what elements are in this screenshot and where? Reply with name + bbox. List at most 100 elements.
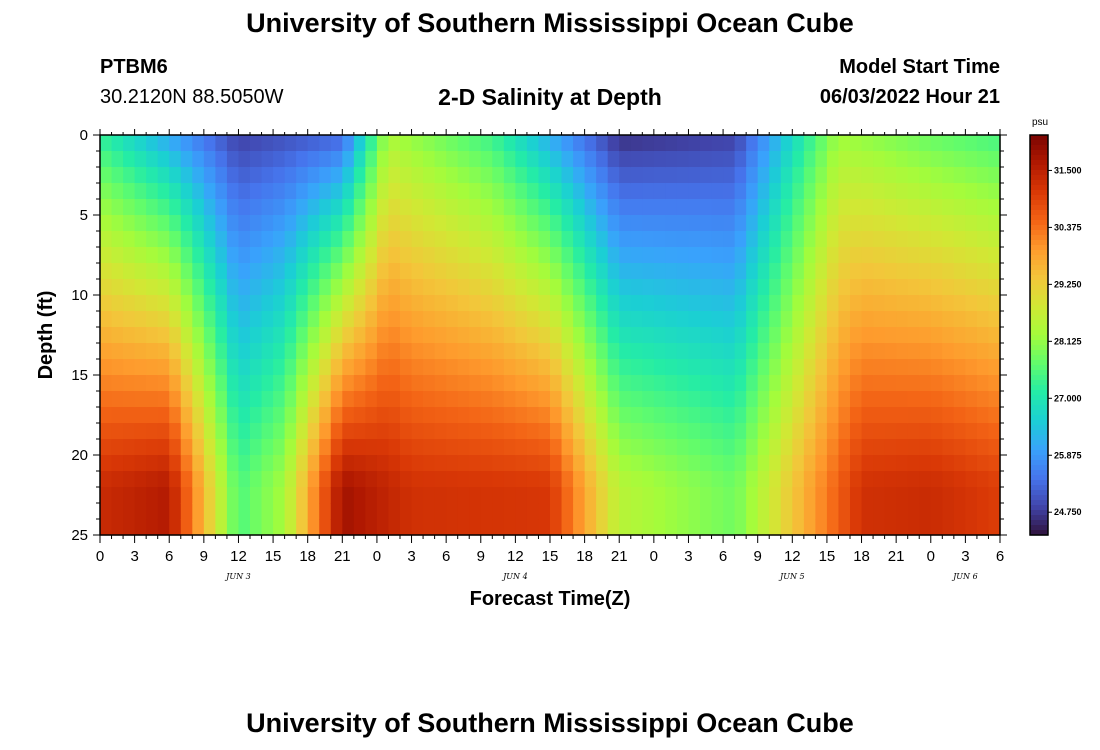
heat-cell [873,151,886,168]
heat-cell [307,279,320,296]
heat-cell [838,327,851,344]
heat-cell [873,391,886,408]
heat-cell [676,327,690,344]
heat-cell [884,519,897,536]
heat-cell [100,311,113,328]
heat-cell [226,503,240,520]
heat-cell [826,327,840,344]
heat-cell [457,375,470,392]
heat-cell [665,231,678,248]
heat-cell [376,151,390,168]
heat-cell [388,135,401,152]
heat-cell [803,455,816,472]
heat-cell [111,519,124,536]
x-tick-label: 12 [230,548,247,565]
heat-cell [515,519,528,536]
heat-cell [353,199,366,216]
heat-cell [942,199,955,216]
heat-cell [457,487,470,504]
heat-cell [815,423,828,440]
heat-cell [676,487,690,504]
heat-cell [700,407,713,424]
heat-cell [100,503,113,520]
colorbar-tick-label: 25.875 [1054,450,1082,460]
colorbar-segment [1030,315,1048,321]
heat-cell [330,455,343,472]
heat-cell [492,455,505,472]
heat-cell [123,391,136,408]
heat-cell [896,311,909,328]
heat-cell [815,183,828,200]
heat-cell [169,263,182,280]
heat-cell [261,151,274,168]
heat-cell [653,215,666,232]
heat-cell [746,135,759,152]
heat-cell [596,151,609,168]
heat-cell [838,199,851,216]
heat-cell [469,199,482,216]
heat-cell [700,247,713,264]
heat-cell [826,279,840,296]
heat-cell [100,167,113,184]
heat-cell [688,279,701,296]
heat-cell [157,135,170,152]
heat-cell [850,455,863,472]
heat-cell [700,215,713,232]
heat-cell [561,183,574,200]
heat-cell [353,311,366,328]
heat-cell [226,391,240,408]
heat-cell [192,455,205,472]
heat-cell [953,215,966,232]
heat-cell [930,375,943,392]
heat-cell [873,487,886,504]
heat-cell [734,487,747,504]
heat-cell [388,263,401,280]
heat-cell [342,439,355,456]
heat-cell [792,391,805,408]
heat-cell [515,151,528,168]
heat-cell [330,391,343,408]
heat-cell [919,519,932,536]
heat-cell [873,471,886,488]
heat-cell [423,151,436,168]
heat-cell [630,311,643,328]
heat-cell [100,215,113,232]
heat-cell [307,455,320,472]
heat-cell [780,295,793,312]
heat-cell [388,183,401,200]
heat-cell [203,391,216,408]
heat-cell [700,343,713,360]
heat-cell [653,343,666,360]
heat-cell [607,407,620,424]
heat-cell [953,135,966,152]
heat-cell [734,215,747,232]
heat-cell [123,343,136,360]
heat-cell [503,375,516,392]
heat-cell [146,279,159,296]
heat-cell [907,343,920,360]
heat-cell [434,343,447,360]
heat-cell [792,279,805,296]
heat-cell [976,167,990,184]
heat-cell [319,455,332,472]
heat-cell [261,487,274,504]
heat-cell [653,279,666,296]
heat-cell [400,311,413,328]
heat-cell [261,455,274,472]
heat-cell [826,375,840,392]
heat-cell [619,247,632,264]
colorbar-segment [1030,175,1048,181]
heat-cell [850,183,863,200]
heat-cell [619,167,632,184]
heat-cell [100,263,113,280]
heat-cell [746,455,759,472]
heat-cell [838,167,851,184]
heat-cell [803,423,816,440]
heat-cell [607,391,620,408]
heat-cell [492,375,505,392]
x-tick-label: 9 [477,548,485,565]
heat-cell [896,375,909,392]
heat-cell [757,279,770,296]
colorbar-segment [1030,405,1048,411]
heat-cell [180,199,193,216]
